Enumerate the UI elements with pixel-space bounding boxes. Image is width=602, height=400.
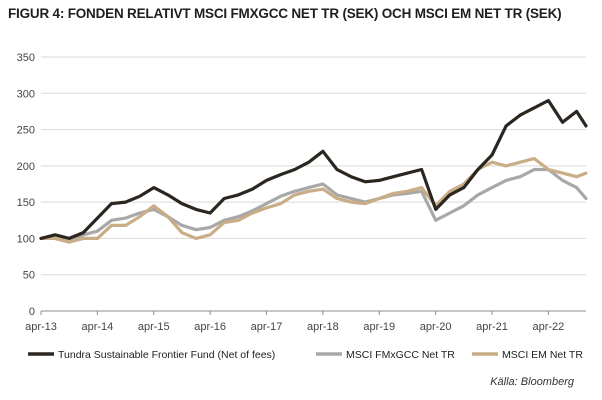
series-lines xyxy=(39,98,588,244)
x-tick-label: apr-21 xyxy=(476,321,508,333)
x-tick-label: apr-13 xyxy=(25,321,57,333)
legend-label: MSCI FMxGCC Net TR xyxy=(346,349,455,361)
source-note: Källa: Bloomberg xyxy=(490,376,574,388)
x-tick-label: apr-17 xyxy=(251,321,283,333)
legend-label: MSCI EM Net TR xyxy=(502,349,583,361)
chart-title: FIGUR 4: FONDEN RELATIVT MSCI FMXGCC NET… xyxy=(8,6,562,21)
y-tick-label: 350 xyxy=(17,52,35,64)
x-tick-label: apr-18 xyxy=(307,321,339,333)
series-line-1 xyxy=(39,167,588,244)
x-tick-label: apr-14 xyxy=(81,321,113,333)
x-tick-label: apr-22 xyxy=(533,321,565,333)
x-tick-label: apr-16 xyxy=(194,321,226,333)
y-tick-label: 250 xyxy=(17,125,35,137)
legend: Tundra Sustainable Frontier Fund (Net of… xyxy=(28,349,583,361)
x-tick-label: apr-20 xyxy=(420,321,452,333)
gridlines xyxy=(41,56,586,276)
y-tick-label: 100 xyxy=(17,233,35,245)
y-tick-label: 50 xyxy=(23,270,35,282)
axes: 0 50 100 150 200 250 300 350 apr-13 apr-14 apr-15 a… xyxy=(17,52,586,333)
y-tick-label: 200 xyxy=(17,161,35,173)
y-tick-label: 150 xyxy=(17,197,35,209)
y-tick-label: 300 xyxy=(17,88,35,100)
y-tick-label: 0 xyxy=(29,306,35,318)
x-tick-label: apr-15 xyxy=(138,321,170,333)
series-line-0 xyxy=(39,98,588,240)
x-tick-label: apr-19 xyxy=(363,321,395,333)
series-line-2 xyxy=(39,157,588,244)
legend-label: Tundra Sustainable Frontier Fund (Net of… xyxy=(58,349,275,361)
